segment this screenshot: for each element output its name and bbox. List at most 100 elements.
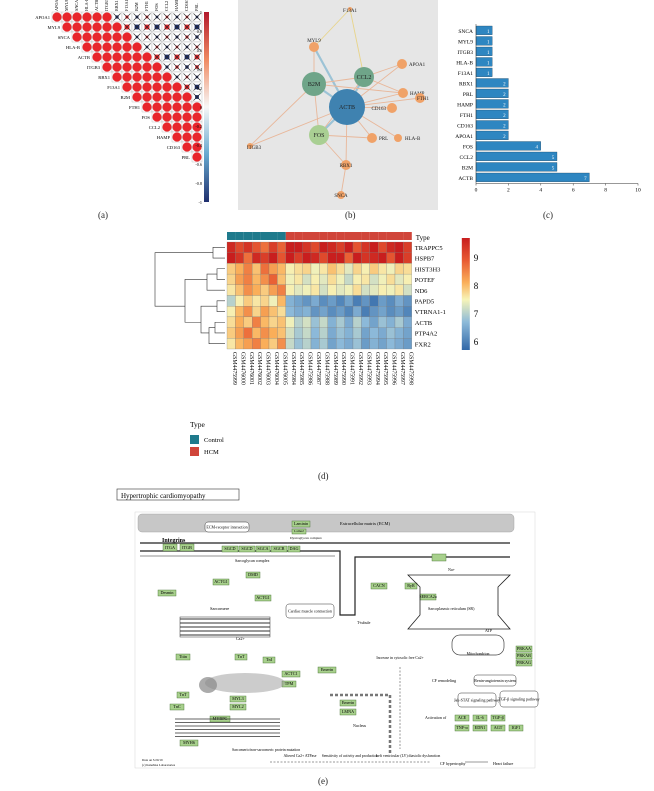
gene-itga bbox=[162, 543, 178, 552]
gene-label: Emerin bbox=[342, 700, 355, 705]
heatmap-cell bbox=[226, 338, 236, 350]
footer-line: Data on 5/20/19 bbox=[142, 758, 163, 762]
corr-circle bbox=[152, 82, 162, 92]
bar-category-label: FTH1 bbox=[460, 113, 473, 119]
gene-label: TnT bbox=[237, 654, 245, 659]
bar-category-label: SNCA bbox=[458, 29, 473, 35]
corr-top-label: APOA1 bbox=[54, 0, 59, 11]
gene-label: Titin bbox=[179, 654, 188, 659]
corr-row-label: CD163 bbox=[167, 145, 181, 150]
bar-category-label: CCL2 bbox=[460, 155, 474, 161]
corr-cross bbox=[123, 23, 131, 31]
heatmap-cell bbox=[352, 316, 362, 328]
corr-scale-tick: -1 bbox=[199, 200, 203, 205]
bar-value-label: 2 bbox=[503, 124, 506, 129]
heatmap-cell bbox=[252, 338, 261, 350]
corr-circle bbox=[142, 52, 152, 62]
heatmap-cell bbox=[302, 295, 312, 307]
expression-heatmap: Type TRAPPC5 HSPB7 HIST3H3 POTEF ND6 PAPD5 VTRN… bbox=[154, 232, 479, 456]
corr-cross bbox=[183, 63, 191, 71]
membrane-inner bbox=[140, 550, 510, 616]
corr-scale-tick: 1 bbox=[200, 10, 202, 15]
heatmap-cell bbox=[243, 338, 253, 350]
heatmap-cell bbox=[327, 263, 337, 275]
corr-cross bbox=[193, 63, 201, 71]
heatmap-cell bbox=[361, 306, 370, 318]
dendrogram-branch bbox=[184, 279, 207, 323]
heart-failure-label: Heart failure bbox=[493, 761, 514, 766]
heatmap-cell bbox=[369, 273, 379, 285]
heatmap-cell bbox=[403, 295, 412, 307]
network-label: PRL bbox=[379, 137, 388, 142]
corr-row-label: CCL2 bbox=[149, 125, 161, 130]
heatmap-cell bbox=[352, 306, 362, 318]
gene-label: SGCA bbox=[257, 546, 268, 551]
bar-category-label: MYL9 bbox=[458, 39, 473, 45]
bar-x-tick-label: 0 bbox=[475, 188, 478, 194]
actin-filament bbox=[205, 673, 285, 693]
corr-circle bbox=[112, 42, 122, 52]
heatmap-cell bbox=[378, 252, 387, 264]
heatmap-cell bbox=[285, 316, 295, 328]
integrins-label: Integrins bbox=[162, 538, 186, 544]
panel-label-b: (b) bbox=[345, 210, 356, 220]
heatmap-cell bbox=[285, 306, 295, 318]
heatmap-cell bbox=[277, 263, 286, 275]
heatmap-cell bbox=[260, 241, 270, 253]
gene-edn bbox=[472, 724, 488, 732]
heatmap-cell bbox=[268, 295, 278, 307]
corr-circle bbox=[142, 82, 152, 92]
bar-category-label: HLA-B bbox=[456, 60, 473, 66]
heatmap-cell bbox=[336, 252, 345, 264]
heatmap-cell bbox=[327, 295, 337, 307]
heatmap-cell bbox=[268, 252, 278, 264]
gene-tnt bbox=[234, 653, 248, 661]
heatmap-scale-tick: 9 bbox=[474, 253, 479, 263]
heatmap-row-label: PTP4A2 bbox=[415, 331, 437, 338]
gene-label: ACTG1 bbox=[214, 579, 228, 584]
corr-top-label: MYL9 bbox=[64, 0, 69, 11]
heatmap-type-cell bbox=[260, 232, 269, 240]
heatmap-cell bbox=[327, 241, 337, 253]
corr-circle bbox=[172, 122, 182, 132]
corr-circle bbox=[172, 132, 182, 142]
gene-label: SGCD bbox=[241, 546, 252, 551]
sarcoglycan-label: Sarcoglycan complex bbox=[235, 558, 270, 563]
corr-circle bbox=[82, 32, 92, 42]
heatmap-cell bbox=[394, 241, 404, 253]
sarcomere-box bbox=[179, 616, 271, 638]
network-node-cd163 bbox=[387, 103, 397, 113]
gene-label: ACTC1 bbox=[284, 671, 297, 676]
bar-value-label: 1 bbox=[487, 61, 490, 66]
heatmap-cell bbox=[285, 241, 295, 253]
heatmap-row-label: ND6 bbox=[415, 288, 428, 295]
corr-row-label: F13A1 bbox=[107, 85, 120, 90]
heatmap-cell bbox=[226, 327, 236, 339]
heatmap-col-label: GSM4475997 bbox=[399, 352, 405, 385]
gene-sgca bbox=[255, 545, 271, 553]
heatmap-cell bbox=[285, 273, 295, 285]
heatmap-col-label: GSM4476003 bbox=[265, 352, 271, 385]
heatmap-cell bbox=[260, 338, 270, 350]
bar-value-label: 7 bbox=[584, 177, 587, 182]
heatmap-type-cell bbox=[336, 232, 345, 240]
gene-label: SERCA2a bbox=[419, 594, 437, 599]
nucleus-label: Nucleus bbox=[353, 723, 367, 728]
corr-circle bbox=[182, 132, 192, 142]
heatmap-cell bbox=[319, 327, 328, 339]
heatmap-cell bbox=[243, 284, 253, 296]
corr-circle bbox=[132, 42, 142, 52]
ecm-receptor-box bbox=[204, 521, 250, 533]
heatmap-cell bbox=[361, 273, 370, 285]
heatmap-cell bbox=[294, 284, 303, 296]
corr-scale-tick: -0.2 bbox=[195, 124, 202, 129]
heatmap-cell bbox=[394, 263, 404, 275]
gene-label: ITGB bbox=[182, 545, 192, 550]
altered-label: Altered Ca2+ ATPase bbox=[284, 754, 317, 758]
corr-row-label: FOS bbox=[142, 115, 151, 120]
heatmap-cell bbox=[394, 338, 404, 350]
corr-cross bbox=[143, 43, 151, 51]
heatmap-row-label: HIST3H3 bbox=[415, 266, 441, 273]
heatmap-type-cell bbox=[302, 232, 311, 240]
pathway-box-label: TGF-β signaling pathway bbox=[498, 697, 539, 702]
